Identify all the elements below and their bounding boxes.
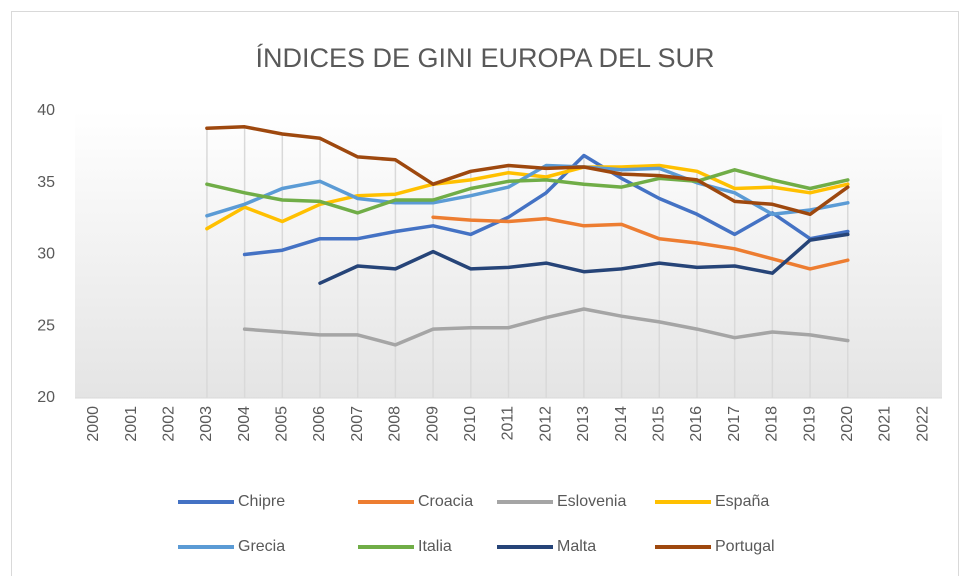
chart-title: ÍNDICES DE GINI EUROPA DEL SUR	[255, 43, 714, 73]
series-line	[242, 307, 850, 347]
y-tick-label: 25	[37, 317, 55, 334]
x-tick-label: 2003	[198, 406, 215, 442]
x-tick-label: 2014	[613, 406, 630, 442]
legend-label: Portugal	[715, 538, 775, 555]
y-tick-label: 35	[37, 174, 55, 191]
x-tick-label: 2013	[575, 406, 592, 442]
x-tick-label: 2016	[688, 406, 705, 442]
legend-label: Grecia	[238, 538, 285, 555]
x-tick-label: 2021	[877, 406, 894, 442]
series-line	[205, 168, 850, 215]
x-tick-label: 2022	[914, 406, 931, 442]
legend-label: Malta	[557, 538, 596, 555]
legend-label: Italia	[418, 538, 452, 555]
y-tick-label: 30	[37, 246, 55, 263]
x-tick-label: 2000	[85, 406, 102, 442]
series-line	[205, 163, 850, 218]
y-tick-label: 40	[37, 102, 55, 119]
y-tick-label: 20	[37, 389, 55, 406]
x-tick-label: 2002	[160, 406, 177, 442]
x-tick-label: 2005	[274, 406, 291, 442]
series-line	[242, 153, 850, 257]
x-tick-label: 2009	[424, 406, 441, 442]
series-line	[318, 232, 850, 285]
x-tick-label: 2015	[651, 406, 668, 442]
x-tick-label: 2001	[123, 406, 140, 442]
x-tick-label: 2010	[462, 406, 479, 442]
legend-label: Croacia	[418, 493, 473, 510]
x-tick-label: 2017	[726, 406, 743, 442]
x-tick-label: 2004	[236, 406, 253, 442]
x-tick-label: 2007	[349, 406, 366, 442]
legend-label: Eslovenia	[557, 493, 626, 510]
x-tick-label: 2018	[764, 406, 781, 442]
x-tick-label: 2019	[801, 406, 818, 442]
x-tick-label: 2008	[387, 406, 404, 442]
series-line	[205, 125, 850, 217]
x-tick-label: 2012	[537, 406, 554, 442]
series-line	[431, 215, 850, 271]
x-tick-label: 2006	[311, 406, 328, 442]
legend-label: España	[715, 493, 769, 510]
x-tick-label: 2020	[839, 406, 856, 442]
legend-label: Chipre	[238, 493, 285, 510]
x-tick-label: 2011	[500, 406, 517, 441]
